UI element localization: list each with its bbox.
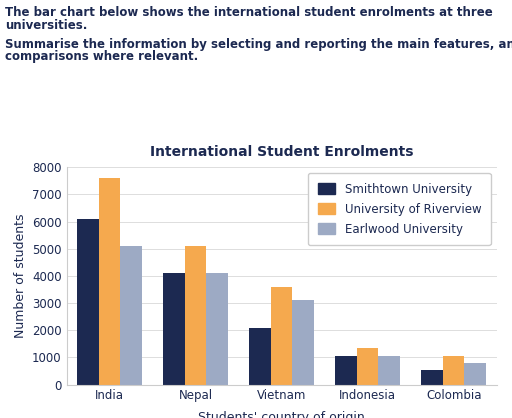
- Legend: Smithtown University, University of Riverview, Earlwood University: Smithtown University, University of Rive…: [308, 173, 490, 245]
- Text: The bar chart below shows the international student enrolments at three: The bar chart below shows the internatio…: [5, 6, 493, 19]
- Bar: [249, 328, 271, 385]
- Bar: [443, 356, 464, 385]
- Bar: [99, 178, 120, 385]
- Text: comparisons where relevant.: comparisons where relevant.: [5, 50, 198, 63]
- Bar: [120, 246, 142, 385]
- Bar: [163, 273, 185, 385]
- Bar: [77, 219, 99, 385]
- Bar: [206, 273, 228, 385]
- Y-axis label: Number of students: Number of students: [13, 214, 27, 338]
- Text: Summarise the information by selecting and reporting the main features, and make: Summarise the information by selecting a…: [5, 38, 512, 51]
- Bar: [464, 363, 486, 385]
- Bar: [185, 246, 206, 385]
- Title: International Student Enrolments: International Student Enrolments: [150, 145, 413, 159]
- Text: universities.: universities.: [5, 19, 88, 32]
- Bar: [378, 356, 400, 385]
- Bar: [357, 348, 378, 385]
- Bar: [271, 287, 292, 385]
- Bar: [335, 356, 357, 385]
- Bar: [292, 300, 314, 385]
- X-axis label: Students' country of origin: Students' country of origin: [198, 411, 365, 418]
- Bar: [421, 370, 443, 385]
